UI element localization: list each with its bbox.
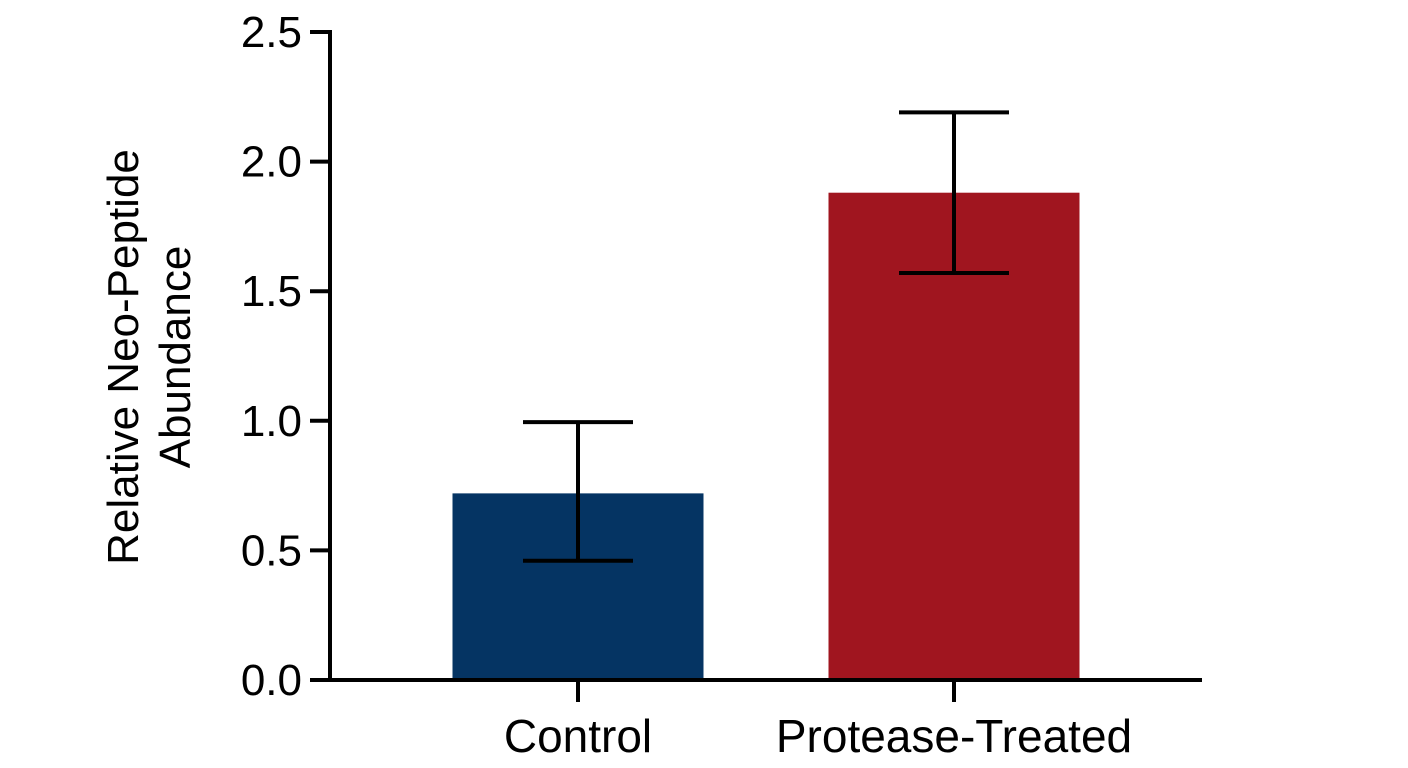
y-tick-label: 1.5 bbox=[241, 267, 302, 316]
y-tick-label: 1.0 bbox=[241, 397, 302, 446]
y-tick-label: 2.5 bbox=[241, 8, 302, 57]
x-tick-label: Protease-Treated bbox=[776, 710, 1132, 762]
y-tick-label: 0.5 bbox=[241, 526, 302, 575]
y-tick-label: 2.0 bbox=[241, 138, 302, 187]
y-axis-label-line-2: Abundance bbox=[151, 246, 200, 469]
y-tick-label: 0.0 bbox=[241, 656, 302, 705]
y-axis-label-line-1: Relative Neo-Peptide bbox=[99, 149, 148, 565]
x-tick-label: Control bbox=[504, 710, 652, 762]
y-axis-label: Relative Neo-Peptide Abundance bbox=[99, 149, 200, 565]
